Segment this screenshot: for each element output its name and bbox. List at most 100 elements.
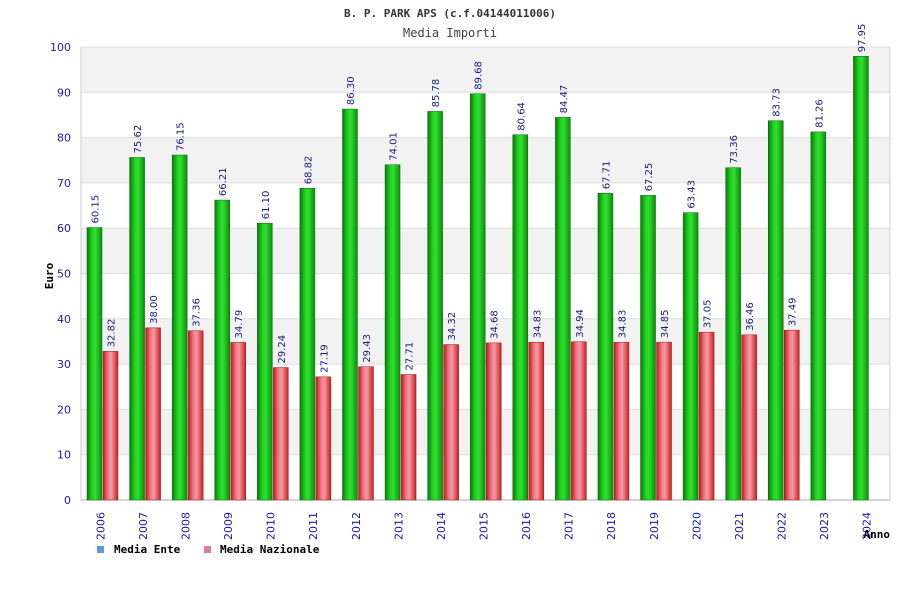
data-label-media-nazionale: 29.24	[277, 335, 288, 364]
bar-media-ente	[512, 134, 529, 501]
x-tick-label: 2022	[776, 512, 789, 540]
x-tick-label: 2007	[137, 512, 150, 540]
data-label-media-ente: 80.64	[516, 102, 527, 131]
bar-media-ente	[555, 117, 571, 501]
legend-label-media-nazionale: Media Nazionale	[220, 543, 320, 556]
y-tick-label: 70	[57, 177, 71, 190]
bar-media-nazionale	[698, 331, 715, 501]
x-tick-label: 2020	[690, 512, 703, 540]
bar-media-ente	[299, 187, 316, 501]
grid-band	[81, 92, 890, 138]
data-label-media-ente: 74.01	[389, 132, 400, 161]
bar-media-nazionale	[741, 334, 757, 501]
bar-media-nazionale	[443, 344, 459, 501]
data-label-media-ente: 85.78	[431, 79, 442, 108]
bar-media-nazionale	[485, 342, 502, 501]
bar-media-nazionale	[187, 330, 204, 501]
y-tick-label: 80	[57, 132, 71, 145]
bar-media-nazionale	[656, 341, 672, 501]
x-tick-label: 2019	[648, 512, 661, 540]
data-label-media-nazionale: 37.05	[703, 300, 714, 329]
bar-media-ente	[682, 212, 699, 501]
data-label-media-ente: 60.15	[91, 195, 102, 224]
y-tick-label: 90	[57, 86, 71, 99]
data-label-media-nazionale: 37.36	[192, 298, 203, 327]
bar-media-ente	[384, 164, 401, 501]
data-label-media-ente: 86.30	[346, 76, 357, 105]
bar-media-nazionale	[528, 341, 545, 501]
data-label-media-nazionale: 36.46	[745, 302, 756, 331]
x-tick-label: 2006	[94, 512, 107, 540]
bar-media-ente	[725, 167, 741, 501]
data-label-media-nazionale: 34.68	[490, 310, 501, 339]
grid-band	[81, 137, 890, 183]
bar-media-ente	[86, 227, 103, 501]
y-tick-label: 30	[57, 358, 71, 371]
data-label-media-ente: 67.71	[601, 161, 612, 190]
data-label-media-nazionale: 32.82	[107, 319, 118, 348]
x-tick-label: 2010	[265, 512, 278, 540]
x-tick-label: 2009	[222, 512, 235, 540]
bar-media-nazionale	[784, 329, 800, 501]
x-tick-labels: 2006 2007 2008 2009 2010 2011 2012 2013 2014 2015…	[94, 512, 873, 540]
bar-media-nazionale	[102, 351, 119, 501]
data-label-media-nazionale: 34.32	[447, 312, 458, 341]
data-label-media-nazionale: 34.79	[234, 310, 245, 339]
x-axis-label: Anno	[864, 528, 891, 541]
bar-media-nazionale	[358, 366, 374, 501]
bar-media-nazionale	[273, 367, 289, 501]
legend: Media Ente Media Nazionale	[97, 543, 320, 556]
data-label-media-nazionale: 27.71	[405, 342, 416, 371]
data-label-media-ente: 97.95	[857, 24, 868, 53]
bar-media-ente	[853, 56, 869, 501]
data-label-media-ente: 83.73	[772, 88, 783, 117]
legend-swatch-media-nazionale	[204, 546, 211, 553]
data-label-media-ente: 84.47	[559, 85, 570, 114]
data-label-media-ente: 73.36	[729, 135, 740, 164]
x-tick-label: 2011	[307, 512, 320, 540]
bar-media-ente	[257, 222, 273, 501]
x-tick-label: 2021	[733, 512, 746, 540]
bar-media-ente	[171, 154, 188, 501]
data-label-media-ente: 89.68	[474, 61, 485, 90]
bar-media-ente	[597, 193, 614, 501]
data-label-media-nazionale: 34.83	[617, 310, 628, 339]
bars	[86, 56, 869, 501]
x-tick-label: 2023	[818, 512, 831, 540]
data-label-media-ente: 75.62	[133, 125, 144, 154]
y-tick-label: 40	[57, 313, 71, 326]
bar-media-nazionale	[613, 341, 630, 501]
grid-band	[81, 47, 890, 93]
y-tick-label: 0	[64, 494, 71, 507]
bar-media-nazionale	[571, 341, 587, 501]
x-tick-label: 2012	[350, 512, 363, 540]
bar-media-ente	[129, 157, 145, 501]
x-tick-label: 2014	[435, 512, 448, 540]
x-tick-label: 2017	[563, 512, 576, 540]
legend-label-media-ente: Media Ente	[114, 543, 181, 556]
data-label-media-ente: 66.21	[218, 167, 229, 196]
data-label-media-nazionale: 34.94	[575, 309, 586, 338]
data-label-media-ente: 81.26	[814, 99, 825, 128]
y-tick-label: 10	[57, 449, 71, 462]
bar-media-nazionale	[400, 374, 417, 501]
y-tick-label: 60	[57, 222, 71, 235]
data-label-media-nazionale: 37.49	[788, 298, 799, 327]
legend-swatch-media-ente	[97, 546, 104, 553]
x-tick-label: 2008	[179, 512, 192, 540]
x-tick-label: 2015	[478, 512, 491, 540]
bar-media-nazionale	[315, 376, 332, 501]
x-tick-label: 2024	[861, 512, 874, 540]
data-label-media-ente: 61.10	[261, 191, 272, 220]
bar-media-ente	[342, 108, 358, 501]
x-tick-label: 2016	[520, 512, 533, 540]
bar-media-ente	[469, 93, 486, 501]
y-tick-labels: 0 10 20 30 40 50 60 70 80 90 100	[50, 41, 71, 507]
chart-subtitle: Media Importi	[403, 26, 497, 40]
bar-media-ente	[214, 199, 230, 501]
chart-title: B. P. PARK APS (c.f.04144011006)	[344, 7, 556, 20]
bar-media-ente	[810, 131, 827, 501]
data-label-media-ente: 67.25	[644, 163, 655, 192]
data-label-media-nazionale: 34.83	[532, 310, 543, 339]
